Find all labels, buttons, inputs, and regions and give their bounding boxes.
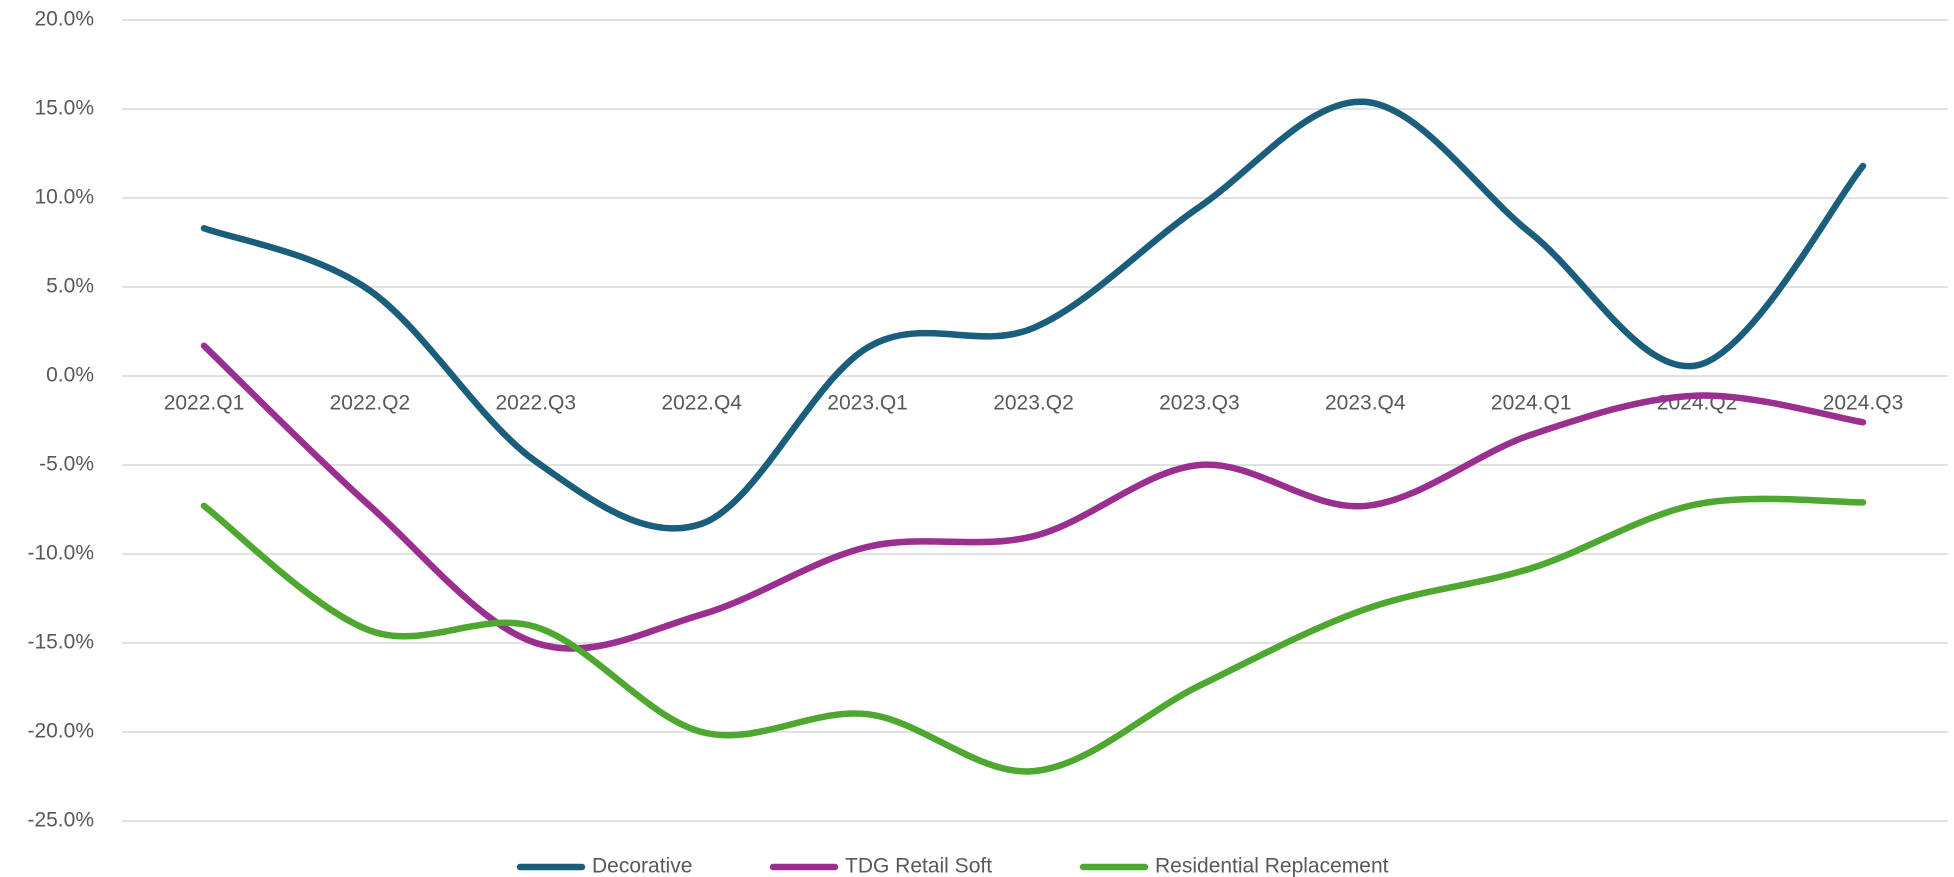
x-tick-label: 2024.Q3 <box>1823 392 1904 415</box>
data-line <box>200 98 1867 532</box>
x-tick-label: 2023.Q4 <box>1325 392 1406 415</box>
y-tick-label: 0.0% <box>46 364 94 387</box>
y-tick-label: 15.0% <box>34 97 94 120</box>
legend-label: Residential Replacement <box>1155 855 1389 877</box>
x-tick-label: 2022.Q2 <box>330 392 411 415</box>
y-tick-label: -10.0% <box>27 542 94 565</box>
x-tick-label: 2022.Q3 <box>496 392 577 415</box>
y-tick-label: -5.0% <box>39 453 94 476</box>
x-tick-label: 2023.Q3 <box>1159 392 1240 415</box>
y-tick-label: 20.0% <box>34 8 94 31</box>
y-tick-label: -20.0% <box>27 720 94 743</box>
y-tick-label: -25.0% <box>27 809 94 832</box>
data-line <box>200 342 1867 652</box>
legend-label: Decorative <box>592 855 692 877</box>
x-tick-label: 2022.Q1 <box>164 392 245 415</box>
y-tick-label: 10.0% <box>34 186 94 209</box>
y-tick-label: 5.0% <box>46 275 94 298</box>
legend-label: TDG Retail Soft <box>845 855 992 877</box>
data-line <box>200 495 1867 775</box>
x-tick-label: 2022.Q4 <box>661 392 742 415</box>
x-tick-label: 2023.Q1 <box>827 392 908 415</box>
y-tick-label: -15.0% <box>27 631 94 654</box>
x-tick-label: 2023.Q2 <box>993 392 1074 415</box>
x-tick-label: 2024.Q1 <box>1491 392 1572 415</box>
